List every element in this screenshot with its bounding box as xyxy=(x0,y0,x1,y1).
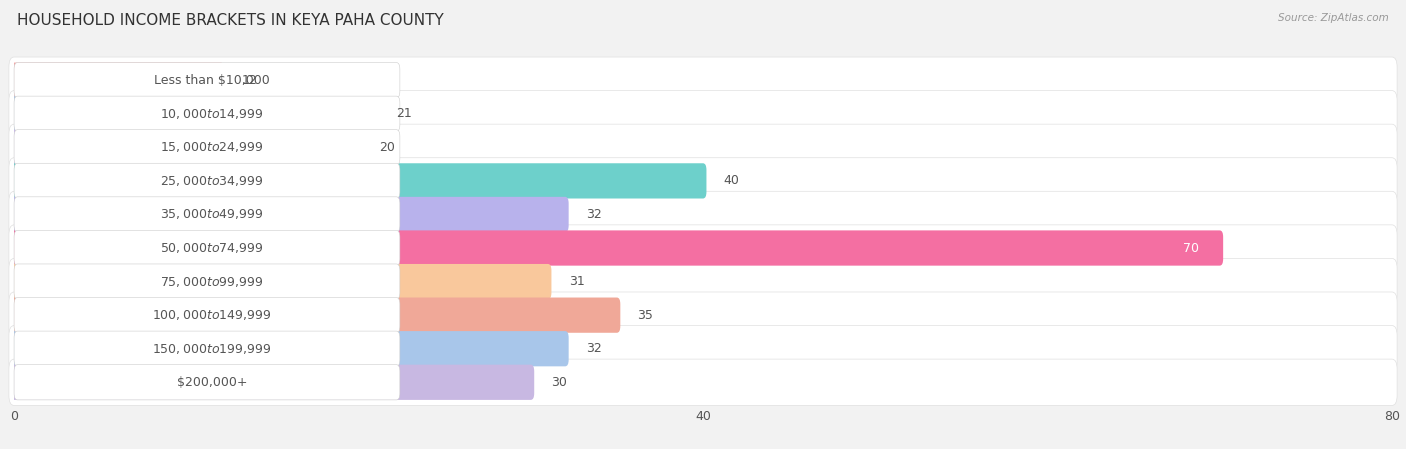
Text: $35,000 to $49,999: $35,000 to $49,999 xyxy=(160,207,264,221)
FancyBboxPatch shape xyxy=(11,96,380,132)
FancyBboxPatch shape xyxy=(11,264,551,299)
FancyBboxPatch shape xyxy=(11,331,568,366)
Text: 32: 32 xyxy=(586,342,602,355)
FancyBboxPatch shape xyxy=(14,365,399,400)
FancyBboxPatch shape xyxy=(11,365,534,400)
FancyBboxPatch shape xyxy=(14,62,399,98)
FancyBboxPatch shape xyxy=(8,326,1398,372)
FancyBboxPatch shape xyxy=(14,163,399,198)
FancyBboxPatch shape xyxy=(8,158,1398,204)
FancyBboxPatch shape xyxy=(11,62,224,98)
FancyBboxPatch shape xyxy=(8,191,1398,238)
Text: $100,000 to $149,999: $100,000 to $149,999 xyxy=(152,308,271,322)
FancyBboxPatch shape xyxy=(11,197,568,232)
Text: $150,000 to $199,999: $150,000 to $199,999 xyxy=(152,342,271,356)
FancyBboxPatch shape xyxy=(14,230,399,266)
Text: $50,000 to $74,999: $50,000 to $74,999 xyxy=(160,241,264,255)
FancyBboxPatch shape xyxy=(14,96,399,132)
Text: $200,000+: $200,000+ xyxy=(177,376,247,389)
Text: 32: 32 xyxy=(586,208,602,221)
FancyBboxPatch shape xyxy=(11,130,361,165)
FancyBboxPatch shape xyxy=(8,292,1398,338)
Text: 21: 21 xyxy=(396,107,412,120)
Text: $15,000 to $24,999: $15,000 to $24,999 xyxy=(160,141,264,154)
FancyBboxPatch shape xyxy=(8,57,1398,103)
Text: 12: 12 xyxy=(242,74,257,87)
FancyBboxPatch shape xyxy=(11,230,1223,266)
FancyBboxPatch shape xyxy=(14,298,399,333)
Text: $10,000 to $14,999: $10,000 to $14,999 xyxy=(160,107,264,121)
Text: $25,000 to $34,999: $25,000 to $34,999 xyxy=(160,174,264,188)
Text: 31: 31 xyxy=(568,275,585,288)
FancyBboxPatch shape xyxy=(8,259,1398,305)
Text: Source: ZipAtlas.com: Source: ZipAtlas.com xyxy=(1278,13,1389,23)
Text: 30: 30 xyxy=(551,376,567,389)
FancyBboxPatch shape xyxy=(14,197,399,232)
FancyBboxPatch shape xyxy=(8,124,1398,171)
FancyBboxPatch shape xyxy=(11,298,620,333)
Text: HOUSEHOLD INCOME BRACKETS IN KEYA PAHA COUNTY: HOUSEHOLD INCOME BRACKETS IN KEYA PAHA C… xyxy=(17,13,444,28)
Text: 70: 70 xyxy=(1182,242,1199,255)
FancyBboxPatch shape xyxy=(8,225,1398,271)
Text: $75,000 to $99,999: $75,000 to $99,999 xyxy=(160,275,264,289)
FancyBboxPatch shape xyxy=(8,91,1398,137)
FancyBboxPatch shape xyxy=(11,163,706,198)
Text: 35: 35 xyxy=(637,308,654,321)
Text: Less than $10,000: Less than $10,000 xyxy=(155,74,270,87)
Text: 20: 20 xyxy=(380,141,395,154)
FancyBboxPatch shape xyxy=(14,264,399,299)
FancyBboxPatch shape xyxy=(14,331,399,366)
FancyBboxPatch shape xyxy=(14,130,399,165)
Text: 40: 40 xyxy=(724,174,740,187)
FancyBboxPatch shape xyxy=(8,359,1398,405)
